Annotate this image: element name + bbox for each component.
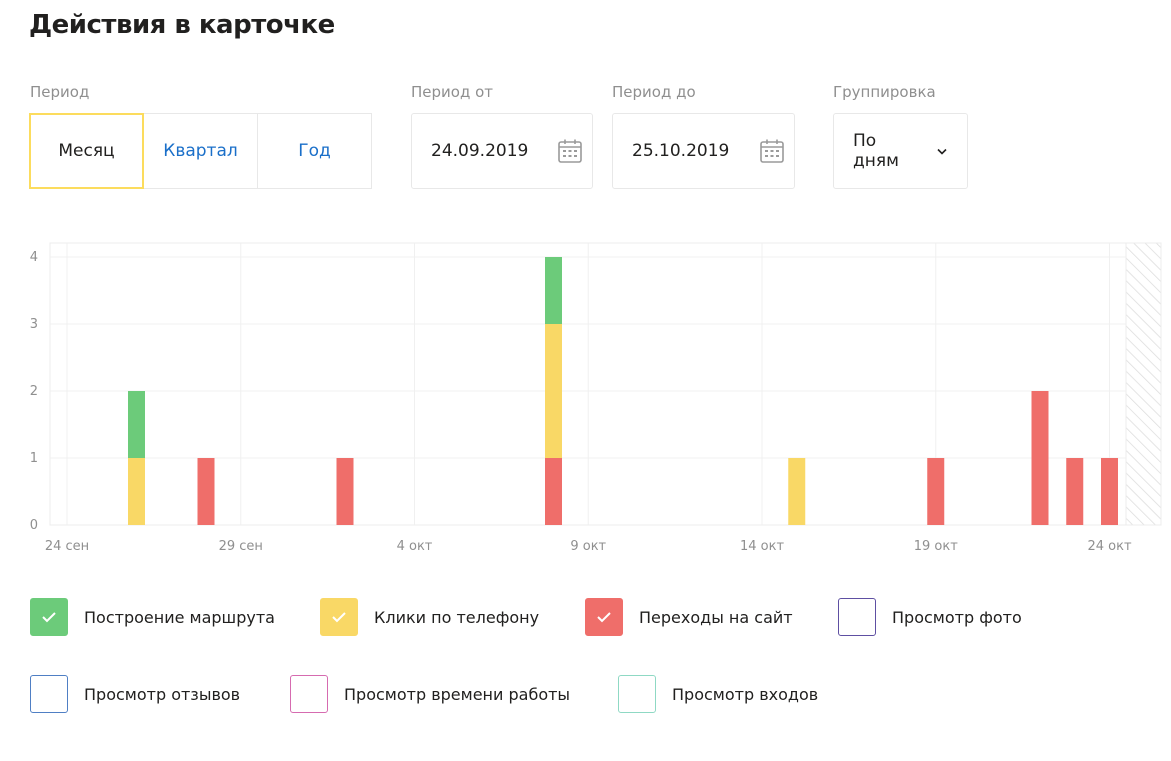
legend-item[interactable]: Просмотр входов xyxy=(618,675,818,713)
future-hatch-area xyxy=(1125,242,1162,526)
legend-item[interactable]: Просмотр отзывов xyxy=(30,675,240,713)
legend-checkbox[interactable] xyxy=(585,598,623,636)
legend-checkbox[interactable] xyxy=(30,675,68,713)
legend-item[interactable]: Просмотр фото xyxy=(838,598,1022,636)
chevron-down-icon xyxy=(937,148,947,155)
legend-checkbox[interactable] xyxy=(618,675,656,713)
period-from-value: 24.09.2019 xyxy=(431,141,529,161)
calendar-icon[interactable] xyxy=(759,138,785,164)
legend-checkbox[interactable] xyxy=(30,598,68,636)
legend-item[interactable]: Клики по телефону xyxy=(320,598,539,636)
legend-label: Просмотр фото xyxy=(892,607,1022,627)
bar-segment xyxy=(197,458,215,525)
bar-segment xyxy=(128,391,145,458)
bar-segment xyxy=(545,257,562,324)
legend-checkbox[interactable] xyxy=(290,675,328,713)
x-tick-label: 29 сен xyxy=(219,539,263,554)
y-tick-label: 2 xyxy=(30,384,38,399)
x-tick-label: 9 окт xyxy=(570,539,606,554)
legend-label: Просмотр входов xyxy=(672,684,819,704)
legend-label: Переходы на сайт xyxy=(639,607,793,627)
legend-item[interactable]: Переходы на сайт xyxy=(585,598,793,636)
legend-item[interactable]: Просмотр времени работы xyxy=(290,675,570,713)
period-to-field[interactable]: 25.10.2019 xyxy=(612,113,795,189)
grouping-select[interactable]: По дням xyxy=(833,113,968,189)
x-tick-label: 24 сен xyxy=(45,539,89,554)
bar-segment xyxy=(545,324,562,458)
grouping-label: Группировка xyxy=(833,83,936,101)
period-label: Период xyxy=(30,83,90,101)
legend-checkbox[interactable] xyxy=(320,598,358,636)
page-title: Действия в карточке xyxy=(29,10,335,40)
bar-segment xyxy=(128,458,145,525)
x-tick-label: 19 окт xyxy=(914,539,958,554)
bar-segment xyxy=(545,458,562,525)
bar-segment xyxy=(927,458,945,525)
legend-label: Построение маршрута xyxy=(84,607,275,627)
y-tick-label: 0 xyxy=(30,518,38,533)
y-tick-label: 4 xyxy=(30,250,38,265)
y-tick-label: 3 xyxy=(30,317,38,332)
check-icon xyxy=(597,612,611,623)
period-from-label: Период от xyxy=(411,83,494,101)
period-year-button[interactable]: Год xyxy=(257,113,372,189)
plot-area xyxy=(49,242,1162,526)
grouping-value: По дням xyxy=(853,131,899,171)
legend-label: Клики по телефону xyxy=(374,607,540,627)
bar-segment xyxy=(788,458,806,525)
bar-segment xyxy=(1066,458,1084,525)
x-tick-label: 24 окт xyxy=(1087,539,1131,554)
period-from-field[interactable]: 24.09.2019 xyxy=(411,113,593,189)
x-tick-label: 4 окт xyxy=(397,539,433,554)
period-quarter-button[interactable]: Квартал xyxy=(143,113,258,189)
bar-segment xyxy=(336,458,354,525)
actions-chart: 0 1 2 3 4 24 сен 29 сен 4 окт 9 окт 14 окт 19 окт 2… xyxy=(30,242,1162,554)
legend-item[interactable]: Построение маршрута xyxy=(30,598,275,636)
check-icon xyxy=(42,612,56,623)
bar-segment xyxy=(1101,458,1118,525)
x-tick-label: 14 окт xyxy=(740,539,784,554)
period-month-button[interactable]: Месяц xyxy=(29,113,144,189)
legend-label: Просмотр отзывов xyxy=(84,684,241,704)
y-tick-label: 1 xyxy=(30,451,38,466)
period-to-label: Период до xyxy=(612,83,696,101)
bar-segment xyxy=(1031,391,1049,525)
legend-label: Просмотр времени работы xyxy=(344,684,571,704)
calendar-icon[interactable] xyxy=(557,138,583,164)
legend-checkbox[interactable] xyxy=(838,598,876,636)
period-to-value: 25.10.2019 xyxy=(632,141,730,161)
check-icon xyxy=(332,612,346,623)
